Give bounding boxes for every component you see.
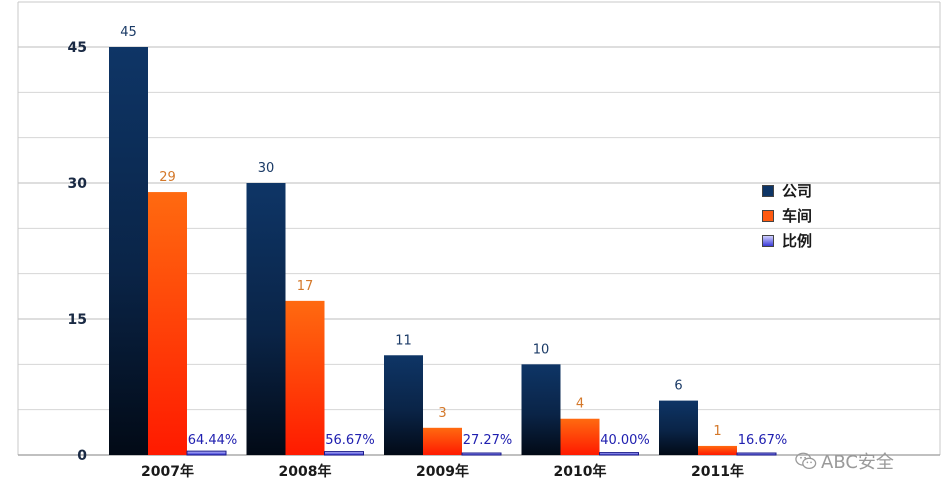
bar-company [109, 47, 148, 455]
legend-item-ratio: 比例 [762, 228, 812, 253]
bar-company [384, 355, 423, 455]
bar-company [521, 364, 561, 455]
x-tick-label: 2011年 [691, 463, 744, 480]
data-label-company: 11 [395, 333, 412, 348]
legend-swatch-ratio [762, 234, 774, 247]
data-label-ratio: 56.67% [325, 433, 375, 448]
wechat-icon [795, 452, 817, 469]
watermark: ABC安全 [795, 448, 894, 474]
data-label-ratio: 40.00% [600, 433, 650, 448]
bar-ratio [599, 452, 639, 456]
bar-workshop [423, 427, 462, 455]
legend-swatch-workshop [762, 209, 774, 222]
data-label-ratio: 16.67% [738, 433, 788, 448]
legend-swatch-company [762, 184, 774, 197]
data-label-ratio: 27.27% [463, 433, 513, 448]
legend-item-company: 公司 [762, 178, 812, 203]
data-label-workshop: 29 [159, 170, 176, 185]
data-label-workshop: 3 [438, 406, 446, 421]
bar-workshop [148, 192, 187, 456]
x-tick-label: 2007年 [141, 463, 194, 480]
data-label-company: 10 [533, 342, 550, 357]
legend-item-workshop: 车间 [762, 203, 812, 228]
x-tick-label: 2009年 [416, 463, 469, 480]
x-tick-label: 2008年 [279, 463, 332, 480]
data-label-company: 30 [258, 161, 275, 176]
y-tick-label: 30 [68, 176, 88, 192]
bar-company [246, 183, 286, 455]
bar-ratio [324, 451, 364, 456]
bar-ratio [461, 452, 502, 456]
bar-workshop [560, 418, 600, 455]
legend: 公司 车间 比例 [762, 178, 812, 253]
y-tick-label: 45 [68, 40, 87, 56]
bar-workshop [698, 445, 737, 455]
data-label-ratio: 64.44% [188, 433, 238, 448]
data-label-workshop: 4 [576, 397, 584, 412]
x-tick-label: 2010年 [554, 463, 607, 480]
y-tick-label: 15 [68, 312, 87, 328]
legend-label-ratio: 比例 [782, 232, 813, 250]
legend-label-workshop: 车间 [782, 207, 813, 225]
bar-ratio [736, 452, 777, 456]
watermark-text: ABC安全 [821, 452, 894, 473]
data-label-workshop: 1 [713, 424, 721, 439]
legend-label-company: 公司 [782, 182, 813, 200]
data-label-workshop: 17 [297, 279, 314, 294]
data-label-company: 6 [674, 379, 682, 394]
data-label-company: 45 [120, 25, 137, 40]
bar-ratio [186, 450, 227, 456]
bar-workshop [285, 300, 325, 455]
bar-company [659, 400, 698, 455]
y-tick-label: 0 [77, 448, 87, 464]
